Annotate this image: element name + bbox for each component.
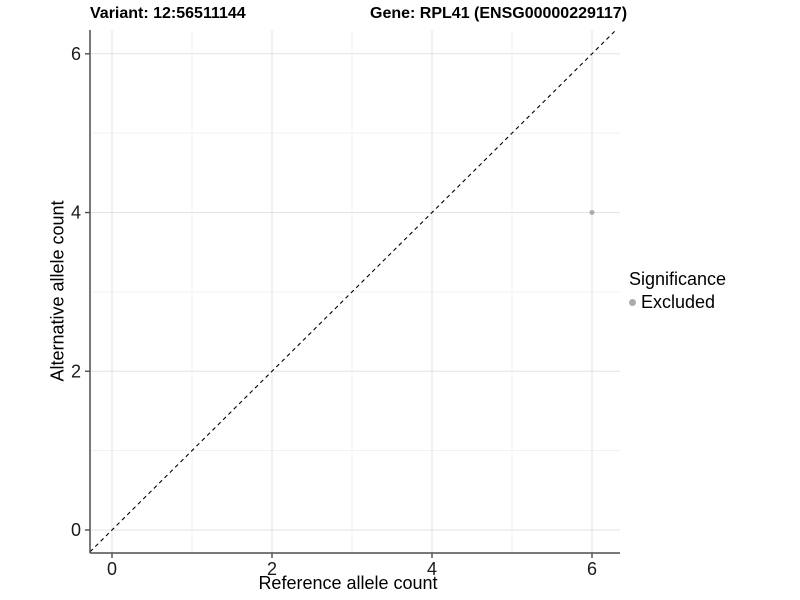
x-tick-label: 0 (107, 559, 117, 579)
gene-title: Gene: RPL41 (ENSG00000229117) (370, 5, 628, 22)
data-point (589, 210, 595, 216)
x-tick-label: 4 (427, 559, 437, 579)
y-tick-label: 6 (71, 44, 81, 64)
y-tick-label: 4 (71, 203, 81, 223)
legend-entry-label: Excluded (641, 292, 716, 312)
legend-entry-excluded: Excluded (629, 292, 726, 313)
y-axis-title: Alternative allele count (47, 200, 68, 382)
y-tick-label: 2 (71, 361, 81, 381)
variant-title: Variant: 12:56511144 (90, 5, 246, 22)
x-axis-title: Reference allele count (258, 573, 438, 593)
legend: Significance Excluded (629, 269, 726, 313)
y-tick-label: 0 (71, 520, 81, 540)
identity-dashed-line (89, 29, 617, 553)
legend-title: Significance (629, 269, 727, 289)
legend-key-dot (629, 299, 636, 306)
x-tick-label: 2 (267, 559, 277, 579)
x-tick-label: 6 (587, 559, 597, 579)
